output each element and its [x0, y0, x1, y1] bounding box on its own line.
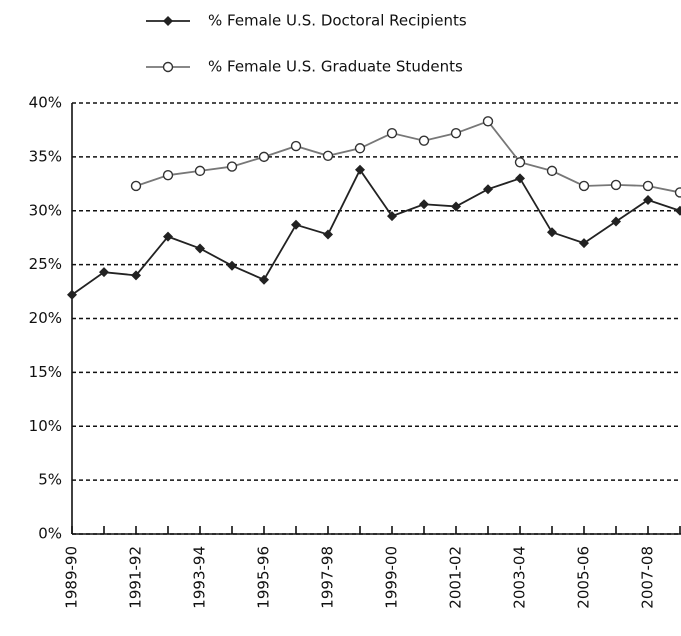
legend-marker: [162, 61, 174, 73]
data-point: [258, 151, 270, 163]
x-tick-label: 1993-94: [191, 546, 209, 609]
data-point: [386, 127, 398, 139]
data-point: [67, 289, 77, 300]
data-point: [515, 173, 525, 184]
data-point: [482, 116, 494, 127]
data-point: [99, 267, 109, 278]
data-point: [194, 165, 206, 177]
data-point: [610, 179, 622, 191]
x-tick-label: 1995-96: [255, 546, 273, 609]
data-point: [674, 187, 681, 198]
data-point: [514, 157, 526, 168]
data-point: [322, 150, 334, 161]
x-tick-label: 1999-00: [383, 546, 401, 609]
data-point: [451, 201, 461, 212]
data-point: [130, 180, 142, 192]
data-point: [419, 199, 429, 210]
y-tick-label: 25%: [29, 255, 62, 273]
data-point: [226, 161, 238, 172]
y-tick-label: 30%: [29, 201, 62, 219]
data-point: [131, 270, 141, 281]
data-point: [291, 219, 301, 230]
data-point: [355, 164, 365, 175]
data-point: [195, 243, 205, 254]
x-tick-label: 2007-08: [639, 546, 657, 609]
x-tick-label: 1991-92: [127, 546, 145, 609]
data-point: [387, 211, 397, 222]
y-tick-label: 35%: [29, 147, 62, 165]
data-point: [546, 165, 558, 177]
data-point: [642, 180, 654, 192]
y-tick-label: 15%: [29, 363, 62, 381]
x-tick-label: 2005-06: [575, 546, 593, 609]
x-tick-label: 2001-02: [447, 546, 465, 609]
data-point: [450, 127, 462, 139]
data-point: [643, 194, 653, 205]
data-point: [162, 169, 174, 181]
data-point: [578, 180, 590, 192]
x-tick-label: 2003-04: [511, 546, 529, 609]
y-tick-label: 0%: [38, 525, 62, 543]
series-line: [71, 168, 681, 296]
data-point: [579, 238, 589, 249]
data-point: [547, 227, 557, 238]
x-tick-label: 1989-90: [63, 546, 81, 609]
data-point: [354, 143, 366, 154]
legend-entry: % Female U.S. Graduate Students: [146, 58, 463, 76]
legend-marker: [163, 16, 173, 26]
y-tick-label: 10%: [29, 417, 62, 435]
data-point: [290, 140, 302, 152]
legend-label: % Female U.S. Graduate Students: [208, 58, 463, 76]
data-point: [323, 229, 333, 240]
data-point: [227, 260, 237, 271]
data-point: [163, 231, 173, 242]
series-line: [135, 120, 681, 194]
data-point: [483, 184, 493, 195]
data-point: [418, 135, 430, 146]
y-tick-label: 40%: [29, 94, 62, 112]
y-tick-label: 5%: [38, 471, 62, 489]
legend-label: % Female U.S. Doctoral Recipients: [208, 12, 467, 30]
data-point: [611, 216, 621, 227]
y-tick-label: 20%: [29, 309, 62, 327]
data-point: [675, 205, 681, 216]
legend-entry: % Female U.S. Doctoral Recipients: [146, 12, 467, 30]
data-point: [259, 274, 269, 285]
x-tick-label: 1997-98: [319, 546, 337, 609]
